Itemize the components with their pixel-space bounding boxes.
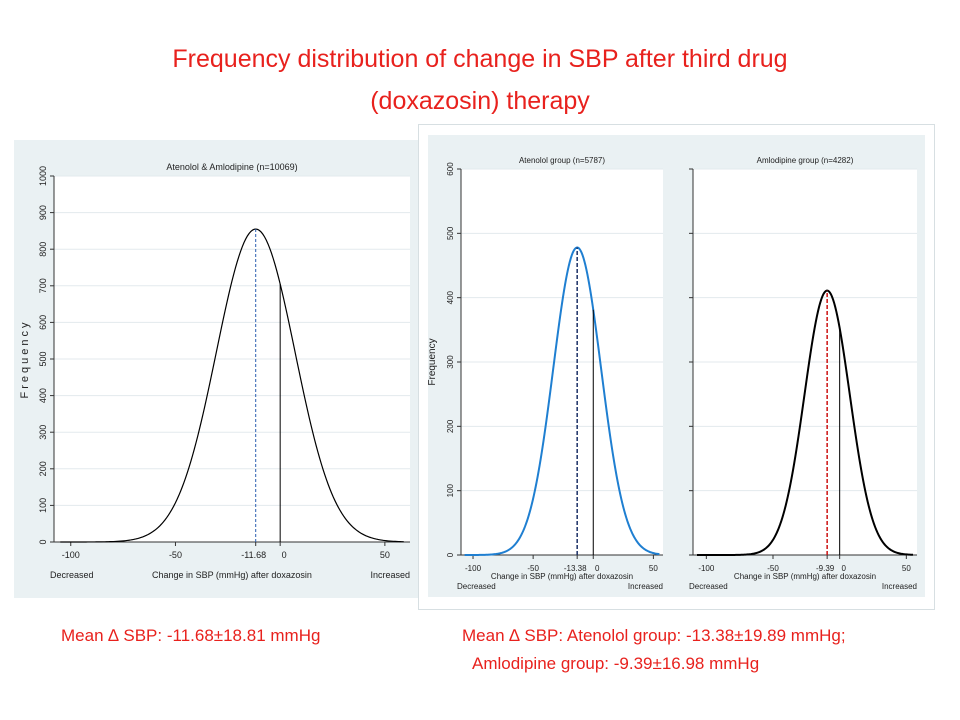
chart0-y-tick-label-6: 600 — [38, 315, 48, 330]
chart0-y-tick-label-10: 1000 — [38, 166, 48, 186]
chart1-y-tick-label-5: 500 — [446, 226, 455, 240]
chart0-y-tick-label-7: 700 — [38, 278, 48, 293]
group-charts-panel: 0 100 200 300 400 500 600 -100 -50 50 -13.38 0 Chang… — [418, 124, 935, 610]
slide-title-line-1: Frequency distribution of change in SBP … — [172, 45, 788, 73]
footer-combined-mean: Mean ∆ SBP: -11.68±18.81 mmHg — [61, 626, 321, 645]
chart1-y-tick-label-3: 300 — [446, 355, 455, 369]
chart0-y-tick-label-5: 500 — [38, 351, 48, 366]
chart0-y-tick-label-9: 900 — [38, 205, 48, 220]
chart1-x-tick-label-3: 50 — [649, 564, 658, 573]
chart1-distribution-curve — [464, 246, 660, 556]
chart1-y-tick-label-2: 200 — [446, 419, 455, 433]
chart0-y-tick-label-4: 400 — [38, 388, 48, 403]
chart0-x-end-label-left: Decreased — [50, 570, 94, 580]
chart2-x-tick-label-0: -100 — [698, 564, 715, 573]
chart1-x-end-label-right: Increased — [628, 582, 663, 591]
chart2-x-axis-label: Change in SBP (mmHg) after doxazosin — [734, 572, 876, 581]
chart1-x-axis-label: Change in SBP (mmHg) after doxazosin — [491, 572, 633, 581]
chart1-y-axis-label: Frequency — [427, 338, 438, 385]
chart2-chart-title: Amlodipine group (n=4282) — [757, 156, 854, 165]
footer-atenolol-mean: Mean ∆ SBP: Atenolol group: -13.38±19.89… — [462, 626, 846, 645]
chart1-x-tick-label-zero: 0 — [595, 564, 600, 573]
chart1-mean-tick-label: -13.38 — [564, 564, 587, 573]
chart0-y-tick-label-3: 300 — [38, 425, 48, 440]
footer-amlodipine-mean: Amlodipine group: -9.39±16.98 mmHg — [472, 654, 760, 673]
combined-chart-panel: 0 100 200 300 400 500 600 700 800 900 1000 -100 -50 5… — [14, 140, 418, 598]
chart2-x-end-label-left: Decreased — [689, 582, 728, 591]
chart0-y-tick-label-0: 0 — [38, 539, 48, 544]
chart0-x-tick-label-3: 50 — [380, 550, 390, 560]
chart1-y-tick-label-0: 0 — [446, 552, 455, 557]
chart0-y-tick-label-2: 200 — [38, 461, 48, 476]
chart1-x-tick-label-1: -50 — [527, 564, 539, 573]
slide-title-line-2: (doxazosin) therapy — [370, 87, 590, 115]
chart0-y-tick-label-1: 100 — [38, 498, 48, 513]
chart0-chart-title: Atenolol & Amlodipine (n=10069) — [166, 162, 297, 172]
chart0-x-end-label-right: Increased — [370, 570, 410, 580]
chart0-x-tick-label-0: -100 — [62, 550, 80, 560]
chart2-distribution-curve — [697, 289, 914, 556]
chart0-y-tick-label-8: 800 — [38, 242, 48, 257]
chart1-y-tick-label-6: 600 — [446, 162, 455, 176]
chart1-chart-title: Atenolol group (n=5787) — [519, 156, 605, 165]
chart1-y-tick-label-4: 400 — [446, 290, 455, 304]
chart1-x-end-label-left: Decreased — [457, 582, 496, 591]
chart0-x-tick-label-zero: 0 — [282, 550, 287, 560]
chart0-distribution-curve — [60, 228, 404, 543]
chart2-x-end-label-right: Increased — [882, 582, 917, 591]
chart2-x-tick-label-3: 50 — [902, 564, 911, 573]
chart2-mean-tick-label: -9.39 — [816, 564, 835, 573]
chart1-y-tick-label-1: 100 — [446, 483, 455, 497]
chart2-x-tick-label-1: -50 — [767, 564, 779, 573]
chart0-x-tick-label-1: -50 — [169, 550, 182, 560]
chart0-mean-tick-label: -11.68 — [241, 550, 266, 560]
chart0-y-axis-label: Frequency — [19, 320, 31, 399]
chart0-x-axis-label: Change in SBP (mmHg) after doxazosin — [152, 570, 312, 580]
chart2-x-tick-label-zero: 0 — [841, 564, 846, 573]
chart1-x-tick-label-0: -100 — [465, 564, 482, 573]
slide-title: Frequency distribution of change in SBP … — [0, 38, 960, 122]
